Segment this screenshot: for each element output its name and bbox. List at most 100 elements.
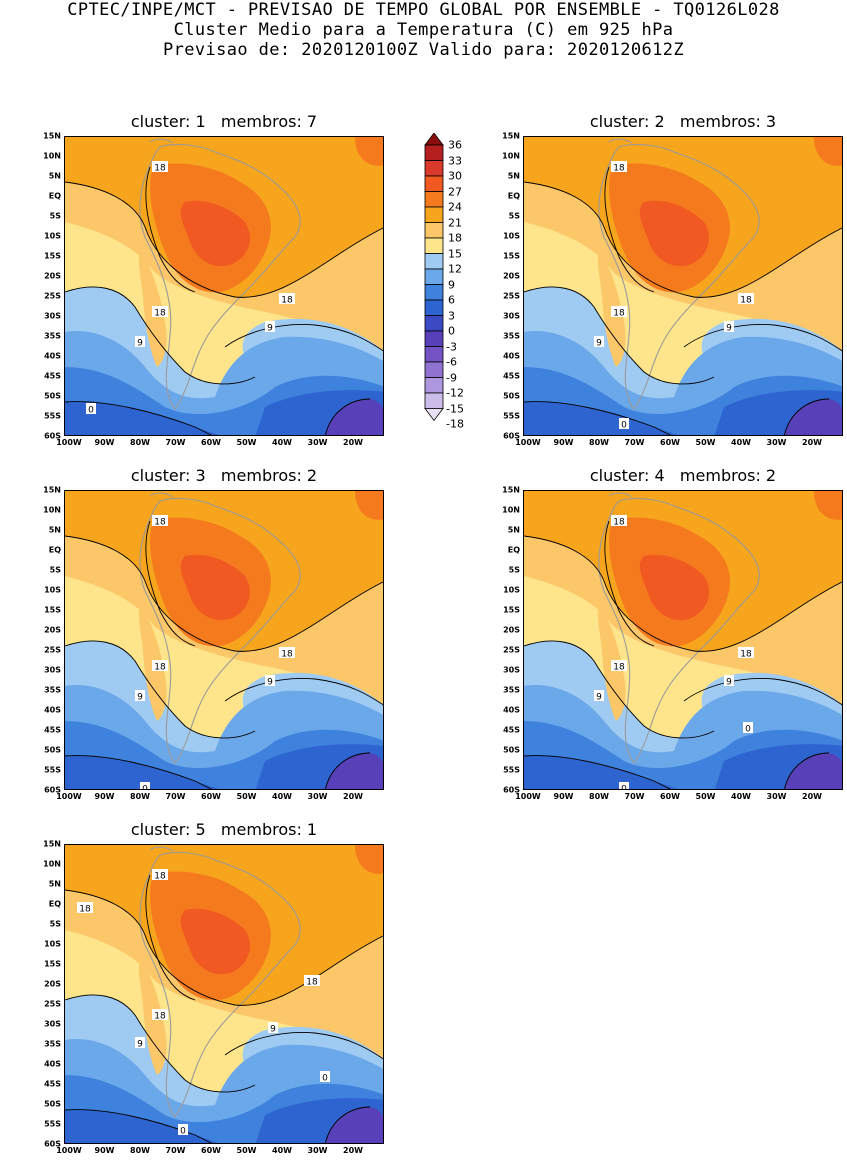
- contour-label-bg: [152, 515, 168, 526]
- contour-label: 9: [137, 1040, 143, 1050]
- temperature-shade: [65, 390, 383, 435]
- contour-label-bg: [135, 1037, 145, 1048]
- latitude-tick-label: 35S: [503, 331, 520, 341]
- temperature-shade: [325, 753, 383, 789]
- longitude-tick-label: 60W: [201, 792, 221, 801]
- longitude-tick-label: 90W: [94, 1146, 115, 1155]
- latitude-tick-label: 30S: [503, 311, 520, 321]
- isotherm-contour: [524, 401, 672, 435]
- longitude-axis: 100W 90W 80W 70W 60W 50W 40W 30W 20W: [515, 438, 843, 450]
- colorbar-tick-label: 9: [448, 278, 455, 291]
- contour-label-bg: [135, 336, 145, 347]
- colorbar-tick-label: 36: [448, 138, 462, 152]
- coastline: [139, 497, 301, 764]
- longitude-tick-label: 90W: [553, 792, 574, 801]
- longitude-tick-label: 70W: [624, 792, 645, 801]
- longitude-tick-label: 20W: [802, 792, 822, 801]
- temperature-shade: [325, 1107, 383, 1143]
- isotherm-contour: [65, 994, 256, 1093]
- map-area: 18 18 18 9 9 0: [64, 490, 384, 790]
- temperature-shade: [355, 845, 383, 874]
- temperature-shade: [65, 1098, 383, 1143]
- map-area: 18 18 18 9 9 0: [523, 136, 843, 436]
- panel-title: cluster: 4 membros: 2: [589, 466, 777, 485]
- contour-label: 18: [154, 663, 166, 673]
- latitude-tick-label: 15S: [503, 251, 520, 261]
- contour-label: 18: [79, 905, 91, 915]
- contour-label-bg: [265, 675, 275, 686]
- longitude-tick-label: 40W: [272, 438, 292, 447]
- panel-title: cluster: 2 membros: 3: [589, 112, 777, 131]
- longitude-tick-label: 50W: [236, 792, 257, 801]
- latitude-tick-label: 60S: [44, 431, 61, 441]
- temperature-shade: [784, 399, 842, 435]
- latitude-tick-label: 50S: [44, 1099, 61, 1109]
- latitude-tick-label: 20S: [44, 271, 61, 281]
- latitude-tick-label: 15N: [502, 485, 520, 495]
- longitude-tick-label: 70W: [165, 438, 186, 447]
- longitude-tick-label: 30W: [766, 792, 787, 801]
- coastline: [149, 492, 174, 498]
- temperature-shade: [180, 908, 250, 975]
- colorbar-swatch: [424, 237, 444, 254]
- latitude-tick-label: 30S: [44, 665, 61, 675]
- latitude-tick-label: 5N: [48, 171, 61, 181]
- contour-label: 9: [137, 693, 143, 703]
- colorbar-tick-label: -12: [446, 386, 464, 400]
- latitude-tick-label: 40S: [503, 351, 520, 361]
- map-panel-cluster-3: cluster: 3 membros: 2 18 18 18 9 9 0 15N 10N 5N EQ…: [0, 467, 384, 807]
- latitude-tick-label: 15S: [503, 605, 520, 615]
- contour-label-bg: [611, 161, 627, 172]
- latitude-tick-label: 35S: [44, 685, 61, 695]
- contour-label-bg: [724, 675, 734, 686]
- latitude-tick-label: 30S: [44, 1019, 61, 1029]
- latitude-tick-label: EQ: [48, 899, 61, 909]
- isotherm-contour: [325, 398, 371, 435]
- contour-label-bg: [611, 306, 627, 317]
- temperature-shade: [355, 137, 383, 166]
- latitude-tick-label: EQ: [48, 191, 61, 201]
- longitude-tick-label: 30W: [766, 438, 787, 447]
- contour-label: 0: [621, 785, 627, 791]
- latitude-tick-label: 15N: [502, 131, 520, 141]
- isotherm-contour: [604, 520, 655, 647]
- latitude-tick-label: 35S: [503, 685, 520, 695]
- latitude-tick-label: 35S: [44, 1039, 61, 1049]
- isotherm-contour: [784, 752, 830, 789]
- colorbar-swatch: [424, 175, 444, 192]
- latitude-tick-label: 10N: [502, 505, 520, 515]
- temperature-shade: [524, 390, 842, 435]
- contour-label-bg: [320, 1071, 330, 1082]
- contour-label: 18: [154, 164, 166, 174]
- longitude-tick-label: 30W: [307, 1146, 328, 1155]
- latitude-tick-label: EQ: [507, 191, 520, 201]
- longitude-tick-label: 90W: [94, 792, 115, 801]
- latitude-tick-label: 50S: [44, 391, 61, 401]
- colorbar-tick-label: -15: [446, 402, 464, 415]
- longitude-tick-label: 50W: [695, 438, 716, 447]
- colorbar-swatch: [424, 222, 444, 239]
- contour-label: 18: [154, 309, 166, 319]
- longitude-tick-label: 80W: [130, 438, 150, 447]
- contour-label-bg: [152, 1009, 168, 1020]
- contour-label: 9: [726, 324, 732, 334]
- longitude-tick-label: 30W: [307, 438, 328, 447]
- latitude-tick-label: 5S: [49, 919, 61, 929]
- temperature-field: 18 18 18 18 9 9 0 0: [65, 845, 383, 1143]
- isotherm-contour: [65, 401, 213, 435]
- contour-label: 18: [613, 518, 625, 528]
- latitude-tick-label: 5N: [48, 525, 61, 535]
- latitude-tick-label: 30S: [44, 311, 61, 321]
- colorbar-tick-label: 15: [448, 247, 462, 260]
- latitude-tick-label: 60S: [44, 785, 61, 795]
- colorbar-tick-label: -18: [446, 417, 464, 431]
- latitude-tick-label: 5S: [508, 211, 520, 221]
- latitude-tick-label: 15S: [44, 251, 61, 261]
- longitude-axis: 100W 90W 80W 70W 60W 50W 40W 30W 20W: [56, 1146, 384, 1158]
- latitude-tick-label: 10N: [43, 505, 61, 515]
- contour-label-bg: [279, 293, 295, 304]
- latitude-tick-label: 60S: [503, 431, 520, 441]
- temperature-shade: [784, 753, 842, 789]
- colorbar-tick-label: 18: [448, 231, 462, 245]
- longitude-tick-label: 80W: [589, 792, 609, 801]
